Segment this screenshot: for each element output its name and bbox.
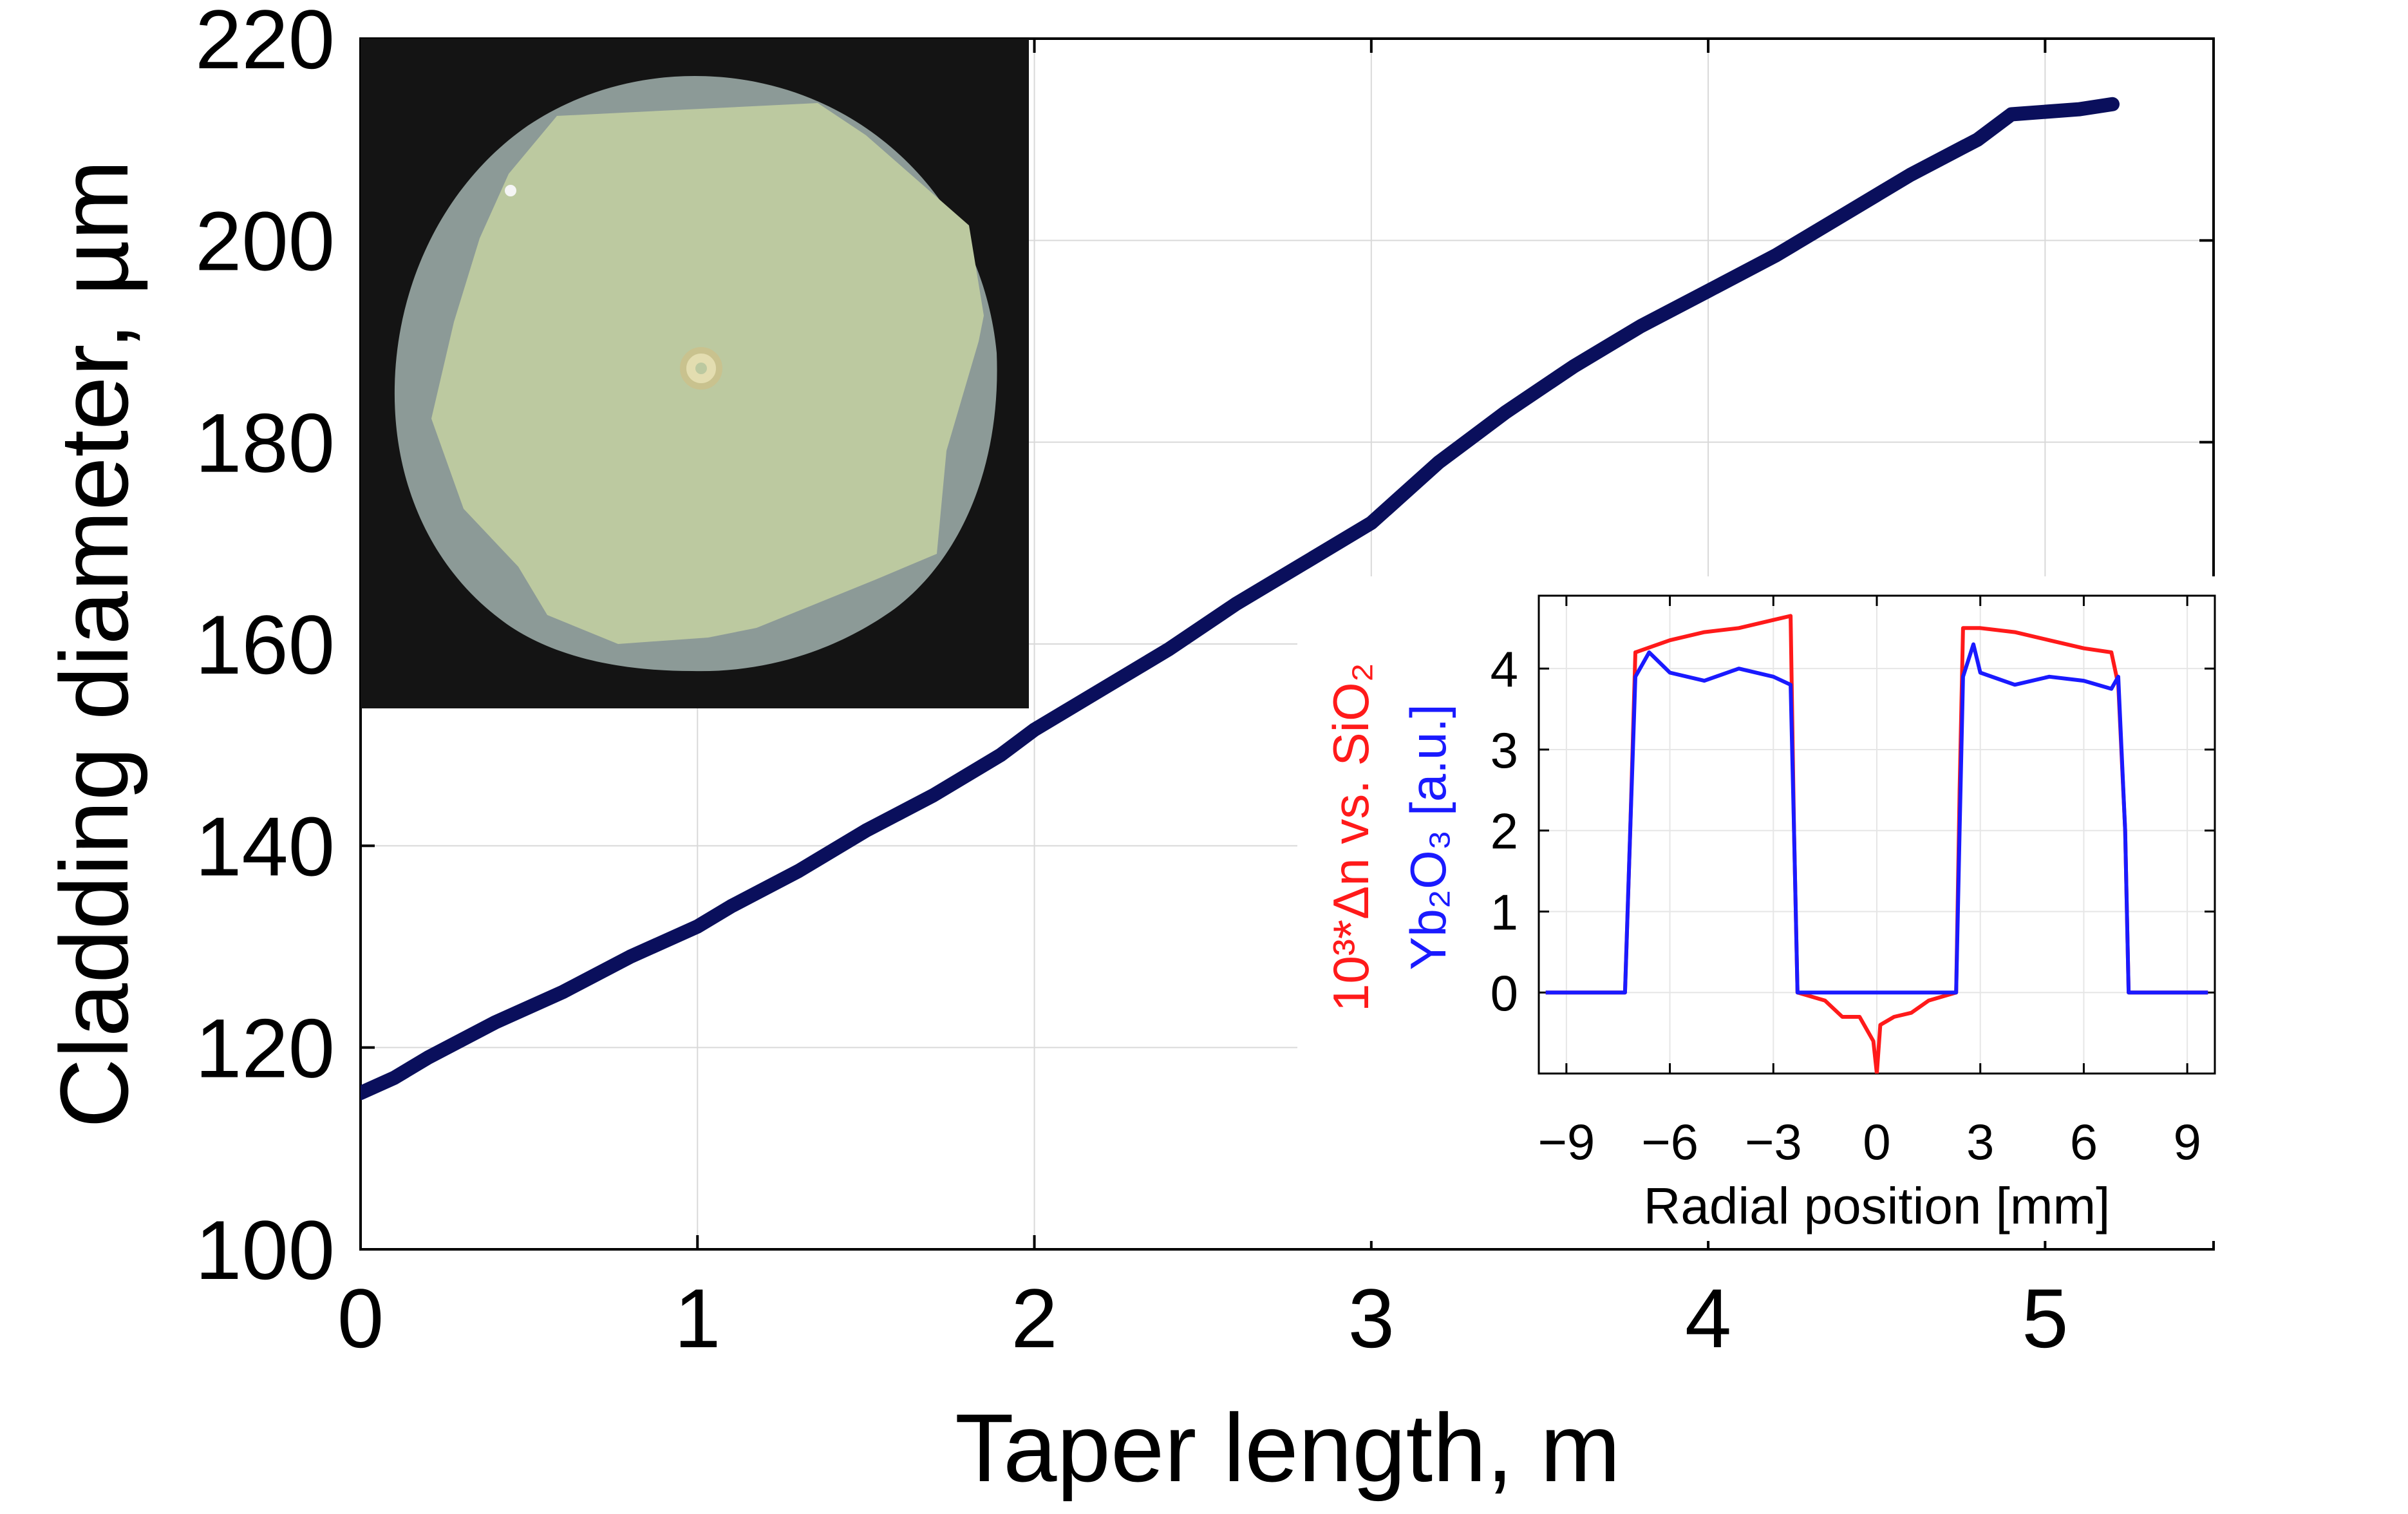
main-y-tick-label: 160 bbox=[195, 598, 335, 692]
inset-y-tick-label: 2 bbox=[1491, 803, 1518, 860]
inset-y-axis-label-red: 10³*Δn vs. SiO₂ bbox=[1322, 663, 1379, 1012]
main-x-tick-label: 5 bbox=[2022, 1271, 2068, 1365]
main-series-line bbox=[361, 97, 2120, 1101]
inset-x-tick-label: −3 bbox=[1745, 1113, 1802, 1170]
micrograph-fiber-core-center bbox=[695, 363, 707, 374]
inset-y-tick-label: 1 bbox=[1491, 884, 1518, 940]
inset-y-tick-label: 0 bbox=[1491, 965, 1518, 1021]
inset-y-axis-label-blue: Yb₂O₃ [a.u.] bbox=[1400, 704, 1456, 970]
main-x-tick-label: 4 bbox=[1685, 1271, 1731, 1365]
main-y-tick-label: 220 bbox=[195, 0, 335, 86]
main-x-tick-label: 2 bbox=[1011, 1271, 1057, 1365]
inset-x-tick-label: −6 bbox=[1641, 1113, 1698, 1170]
inset-red-series-line bbox=[1545, 614, 2208, 1074]
micrograph-debris-speck bbox=[505, 185, 516, 196]
inset-tick-labels: −9 −6 −3 0 3 6 9 0 1 2 3 4 bbox=[1491, 641, 2201, 1170]
main-x-tick-label: 0 bbox=[337, 1271, 384, 1365]
main-x-tick-label: 3 bbox=[1348, 1271, 1395, 1365]
main-x-axis-label: Taper length, m bbox=[955, 1394, 1621, 1502]
inset-y-tick-label: 3 bbox=[1491, 722, 1518, 779]
main-y-tick-label: 100 bbox=[195, 1203, 335, 1297]
inset-chart: −9 −6 −3 0 3 6 9 0 1 2 3 4 Radial position [mm] 10³… bbox=[1297, 576, 2225, 1241]
inset-blue-series-line bbox=[1545, 642, 2208, 995]
inset-x-tick-label: 3 bbox=[1966, 1113, 1994, 1170]
inset-x-tick-label: 0 bbox=[1863, 1113, 1890, 1170]
fiber-cross-section-micrograph bbox=[361, 39, 1029, 708]
inset-x-tick-label: 9 bbox=[2173, 1113, 2201, 1170]
inset-x-tick-label: 6 bbox=[2070, 1113, 2098, 1170]
inset-x-axis-label: Radial position [mm] bbox=[1644, 1177, 2111, 1235]
inset-background bbox=[1297, 576, 2225, 1241]
main-y-tick-label: 140 bbox=[195, 799, 335, 893]
main-y-tick-label: 200 bbox=[195, 194, 335, 288]
main-y-axis-label: Cladding diameter, µm bbox=[40, 160, 148, 1128]
inset-ticks bbox=[1539, 596, 2215, 1074]
main-x-tick-label: 1 bbox=[674, 1271, 720, 1365]
main-y-tick-label: 180 bbox=[195, 396, 335, 490]
main-y-tick-label: 120 bbox=[195, 1001, 335, 1095]
inset-y-tick-label: 4 bbox=[1491, 641, 1518, 697]
inset-x-tick-label: −9 bbox=[1538, 1113, 1595, 1170]
